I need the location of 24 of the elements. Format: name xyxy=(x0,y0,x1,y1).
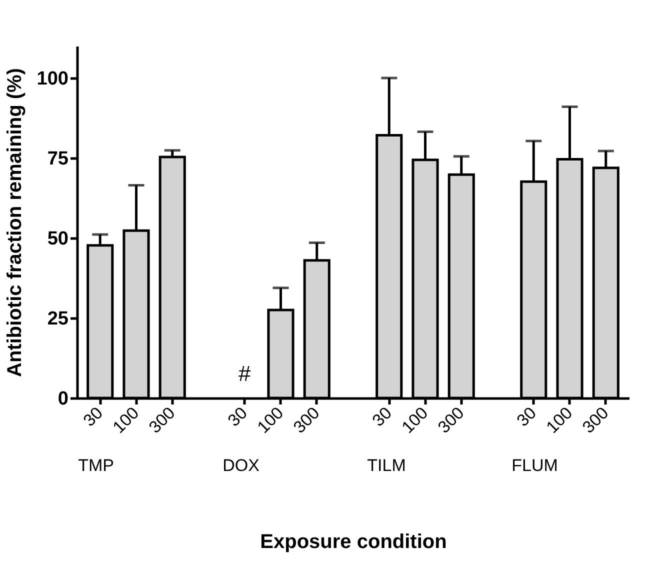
x-tick-label: 30 xyxy=(368,403,396,430)
text: DOX xyxy=(222,456,260,475)
x-tick-label: 300 xyxy=(290,403,324,437)
y-tick-label: 0 xyxy=(58,388,68,410)
x-tick-label: 30 xyxy=(80,403,106,430)
x-tick-label: 300 xyxy=(578,403,612,437)
text: TMP xyxy=(78,456,114,475)
y-tick-label: 25 xyxy=(47,308,69,330)
annotation: # xyxy=(238,361,252,386)
y-tick-label: 75 xyxy=(47,148,69,170)
text: FLUM xyxy=(512,456,558,475)
x-tick-label: 100 xyxy=(542,403,576,437)
y-tick-label: 100 xyxy=(36,68,68,90)
x-tick-label: 100 xyxy=(398,403,432,437)
x-tick-label: 30 xyxy=(224,403,251,430)
x-axis-title: Exposure condition xyxy=(260,531,447,554)
x-tick-label: 30 xyxy=(513,403,540,430)
y-axis-title: Antibiotic fraction remaining (%) xyxy=(4,68,26,377)
text: TILM xyxy=(367,456,406,475)
x-tick-label: 100 xyxy=(109,403,143,437)
x-tick-label: 100 xyxy=(254,403,288,437)
y-tick-label: 50 xyxy=(47,228,68,250)
x-tick-label: 300 xyxy=(145,403,179,437)
x-tick-label: 300 xyxy=(434,403,468,437)
